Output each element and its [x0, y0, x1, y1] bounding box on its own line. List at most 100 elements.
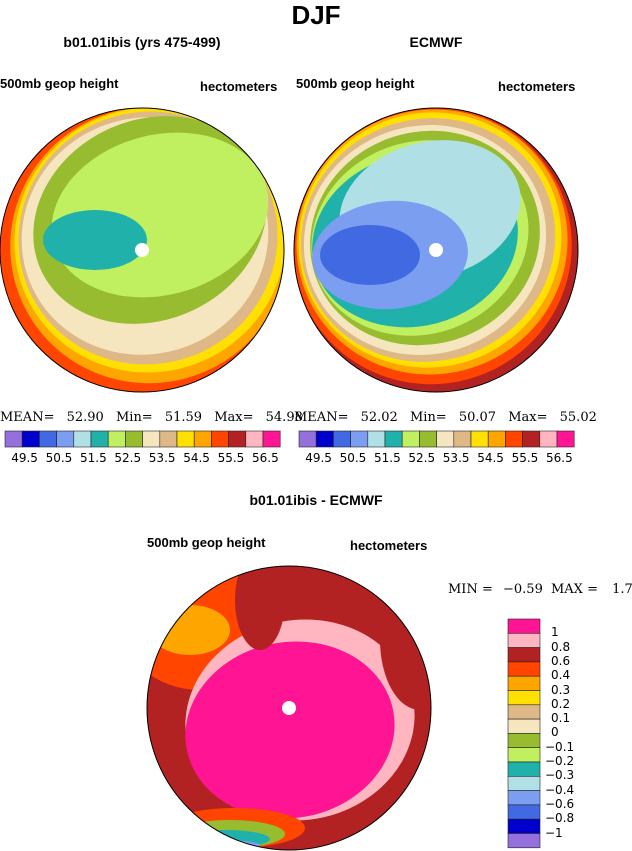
colorbar-swatch	[436, 430, 455, 448]
colorbar-swatch	[159, 430, 178, 448]
map3-border	[146, 565, 432, 851]
colorbar-swatch	[245, 430, 264, 448]
panel2-left-label: 500mb geop height	[296, 76, 415, 91]
colorbar-swatch	[507, 647, 541, 663]
map-ecmwf	[294, 108, 578, 392]
colorbar-tick-label: 0.4	[551, 668, 571, 683]
panel2-title: ECMWF	[409, 34, 463, 50]
colorbar-swatch	[90, 430, 109, 448]
colorbar-swatch	[539, 430, 558, 448]
colorbar-swatch	[470, 430, 489, 448]
colorbar-tick-label: 53.5	[442, 451, 470, 465]
colorbar-tick-label: 0	[551, 725, 559, 740]
colorbar-swatch	[507, 733, 541, 749]
max-label: Max=	[508, 410, 548, 425]
colorbar-tick-label: 0.1	[551, 711, 571, 726]
pole-marker	[429, 243, 443, 257]
colorbar-tick-label: 0.2	[551, 696, 571, 711]
colorbar-swatch	[125, 430, 143, 448]
max-value: 55.02	[559, 410, 597, 425]
contour-band	[150, 605, 230, 655]
colorbar-swatch	[56, 430, 75, 448]
colorbar-swatch	[350, 430, 369, 448]
colorbar-swatch	[228, 430, 247, 448]
panel3-right-label: hectometers	[350, 538, 428, 553]
colorbar-tick-label: 50.5	[45, 451, 73, 465]
max-value: 54.98	[265, 410, 303, 425]
colorbar-tick-label: 54.5	[477, 451, 504, 465]
colorbar-swatch	[487, 430, 506, 448]
colorbar-swatch	[507, 761, 541, 777]
colorbar-swatch	[507, 632, 541, 648]
colorbar-swatch	[507, 833, 541, 849]
map1-border	[0, 107, 285, 393]
colorbar-swatch	[73, 430, 92, 448]
colorbar-swatch	[507, 718, 541, 734]
colorbar-swatch	[556, 430, 575, 448]
colorbar-swatch	[107, 430, 126, 448]
colorbar-tick-label: 56.5	[252, 451, 279, 465]
colorbar-tick-label: −0.8	[545, 811, 575, 826]
min-value: −0.59	[503, 582, 543, 597]
pole-marker	[282, 701, 296, 715]
colorbar-tick-label: −0.3	[545, 768, 575, 783]
map-model	[0, 108, 284, 392]
contour-band	[180, 840, 260, 850]
panel3-stats: MIN = −0.59 MAX = 1.71	[448, 582, 632, 597]
colorbar-swatch	[507, 618, 541, 634]
contour-band	[235, 566, 285, 650]
colorbar-swatch	[193, 430, 212, 448]
map-difference	[147, 566, 431, 850]
colorbar-tick-label: 53.5	[148, 451, 176, 465]
colorbar-3	[507, 618, 541, 849]
map2-border	[293, 107, 579, 393]
colorbar-swatch	[39, 430, 57, 448]
min-value: 51.59	[164, 410, 203, 425]
colorbar-swatch	[507, 775, 541, 791]
colorbar-tick-label: 0.3	[551, 682, 571, 697]
colorbar-tick-label: −0.2	[545, 754, 575, 768]
contour-band	[185, 641, 395, 819]
min-label: Min=	[115, 410, 153, 425]
max-label: MAX =	[550, 582, 598, 597]
min-label: Min=	[409, 410, 447, 425]
mean-value: 52.90	[66, 410, 104, 425]
colorbar-swatch	[507, 704, 541, 720]
colorbar-swatch	[507, 675, 541, 691]
mean-label: MEAN=	[294, 410, 349, 425]
colorbar-swatch	[262, 430, 281, 448]
colorbar-swatch	[401, 430, 420, 448]
colorbar-swatch	[453, 430, 472, 448]
colorbar-tick-label: 49.5	[305, 451, 332, 465]
colorbar-swatch	[522, 430, 541, 448]
colorbar-tick-label: 51.5	[80, 451, 107, 465]
colorbar-tick-label: 54.5	[183, 451, 210, 465]
colorbar-tick-label: −0.1	[545, 739, 575, 754]
colorbar-swatch	[419, 430, 437, 448]
mean-label: MEAN=	[0, 410, 55, 425]
colorbar-swatch	[21, 430, 40, 448]
colorbar-2	[298, 430, 575, 448]
colorbar-tick-label: 52.5	[408, 451, 436, 465]
panel1-stats: MEAN= 52.90 Min= 51.59 Max= 54.98	[0, 410, 303, 425]
colorbar-swatch	[315, 430, 334, 448]
colorbar-tick-label: 0.6	[551, 653, 571, 668]
colorbar-1	[4, 430, 281, 448]
colorbar-swatch	[507, 804, 541, 820]
colorbar-tick-label: −1	[545, 825, 563, 840]
colorbar-swatch	[505, 430, 523, 448]
colorbar-tick-label: 0.8	[551, 639, 571, 654]
max-value: 1.71	[612, 582, 632, 597]
colorbar-swatch	[211, 430, 229, 448]
colorbar-swatch	[507, 790, 541, 806]
colorbar-swatch	[507, 747, 541, 763]
colorbar-swatch	[176, 430, 195, 448]
colorbar-tick-label: 55.5	[217, 451, 245, 465]
min-value: 50.07	[458, 410, 497, 425]
colorbar-tick-label: 56.5	[546, 451, 573, 465]
colorbar-tick-label: 49.5	[11, 451, 38, 465]
colorbar-swatch	[384, 430, 403, 448]
colorbar-tick-label: 55.5	[511, 451, 539, 465]
colorbar-swatch	[367, 430, 386, 448]
colorbar-tick-label: 51.5	[374, 451, 401, 465]
